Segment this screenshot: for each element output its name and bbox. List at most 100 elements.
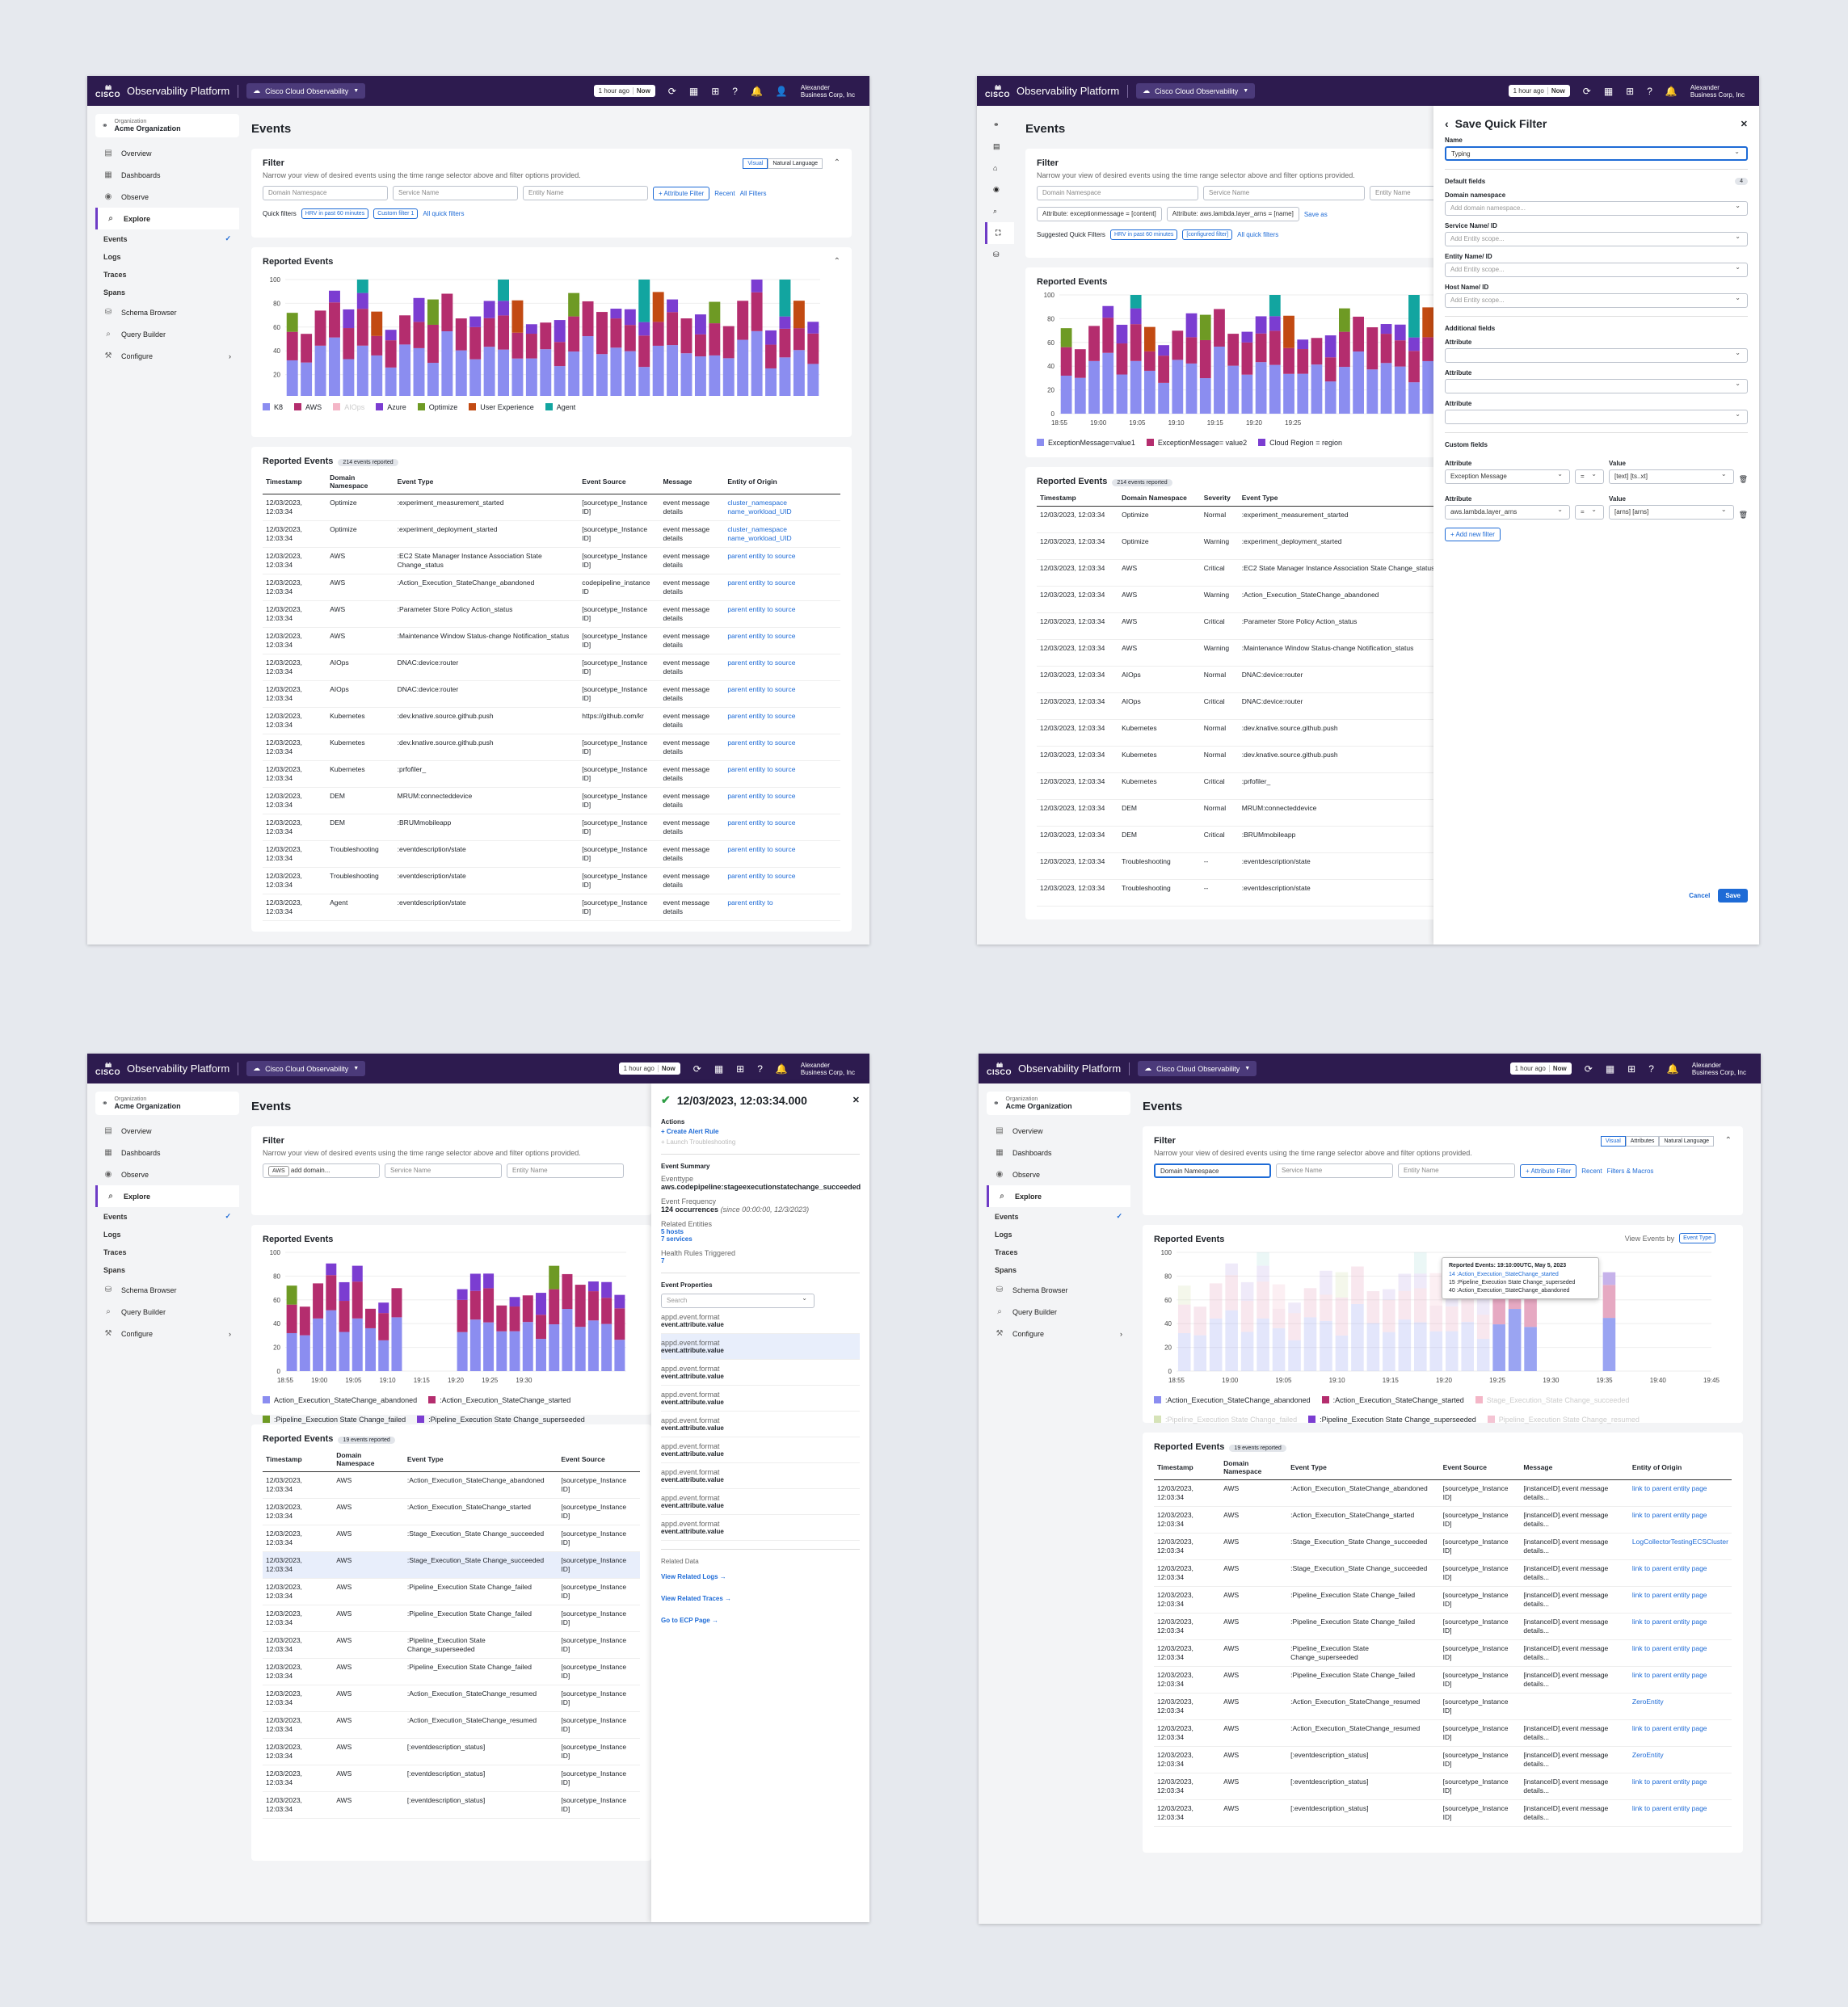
property-item[interactable]: appd.event.format event.attribute.value: [661, 1308, 860, 1334]
table-row[interactable]: 12/03/2023, 12:03:34 Kubernetes Normal:dev…: [1037, 746, 1467, 773]
chart-bar[interactable]: [1185, 313, 1198, 338]
chart-bar[interactable]: [1303, 1288, 1317, 1318]
chart-bar[interactable]: [1116, 374, 1128, 414]
chart-bar[interactable]: [1422, 337, 1434, 361]
chart-bar[interactable]: [1102, 318, 1114, 353]
close-icon[interactable]: ✕: [1740, 119, 1748, 129]
event-properties-header[interactable]: Event Properties: [661, 1273, 860, 1289]
chart-bar[interactable]: [1227, 365, 1240, 414]
legend-item[interactable]: :Action_Execution_StateChange_started: [428, 1396, 570, 1404]
nav-observe[interactable]: ◉ Observe: [104, 1170, 149, 1179]
legend-item[interactable]: ExceptionMessage= value2: [1146, 439, 1247, 447]
table-row[interactable]: 12/03/2023, 12:03:34 AWS:Pipeline_Executi…: [1154, 1613, 1732, 1640]
chart-bar[interactable]: [1172, 360, 1184, 414]
chart-bar[interactable]: [286, 1304, 297, 1333]
nav-schema-browser[interactable]: ⛁ Schema Browser: [104, 308, 177, 317]
nav-dashboards[interactable]: ▦ Dashboards: [104, 1148, 161, 1157]
time-picker[interactable]: 1 hour ago Now: [618, 1062, 680, 1075]
chart-bar[interactable]: [483, 318, 495, 347]
chart-bar[interactable]: [343, 309, 355, 329]
org-selector[interactable]: ⚭ Organization Acme Organization: [987, 1092, 1130, 1115]
chart-bar[interactable]: [709, 301, 721, 324]
chart-bar[interactable]: [694, 356, 706, 398]
chart-bar[interactable]: [1380, 363, 1392, 414]
chart-bar[interactable]: [365, 1327, 376, 1371]
chart-bar[interactable]: [413, 322, 425, 348]
chart-bar[interactable]: [356, 280, 368, 293]
chart-bar[interactable]: [582, 301, 594, 337]
chart-bar[interactable]: [399, 315, 411, 345]
chart-bar[interactable]: [1383, 1299, 1395, 1332]
table-row[interactable]: 12/03/2023, 12:03:34 AWS:Pipeline_Executi…: [263, 1605, 640, 1632]
chart-bar[interactable]: [313, 1318, 324, 1371]
chart-bar[interactable]: [587, 1320, 599, 1371]
chart-bar[interactable]: [1476, 1315, 1490, 1340]
chart-bar[interactable]: [1240, 1301, 1254, 1332]
property-item[interactable]: appd.event.format event.attribute.value: [661, 1489, 860, 1515]
chart-bar[interactable]: [1324, 357, 1337, 382]
table-row[interactable]: 12/03/2023, 12:03:34 Optimize Normal:exper…: [1037, 506, 1467, 533]
chart-bar[interactable]: [680, 353, 692, 398]
chart-bar[interactable]: [1257, 1252, 1269, 1266]
service-input[interactable]: Service Name: [1276, 1163, 1393, 1178]
column-header[interactable]: Message: [1520, 1455, 1629, 1480]
column-header[interactable]: Timestamp: [263, 469, 327, 494]
ecp-page-link[interactable]: Go to ECP Page →: [661, 1617, 718, 1624]
legend-item[interactable]: Action_Execution_StateChange_abandoned: [263, 1396, 417, 1404]
time-picker[interactable]: 1 hour ago Now: [1508, 85, 1570, 97]
legend-item[interactable]: :Action_Execution_StateChange_started: [1321, 1396, 1464, 1404]
service-select[interactable]: Add Entity scope...: [1445, 232, 1748, 246]
chart-bar[interactable]: [1394, 366, 1406, 414]
chart-bar[interactable]: [525, 334, 537, 359]
table-row[interactable]: 12/03/2023, 12:03:34 AWS:Action_Execution…: [1154, 1479, 1732, 1507]
chart-bar[interactable]: [779, 316, 791, 329]
chart-bar[interactable]: [652, 322, 664, 346]
chart-bar[interactable]: [1199, 314, 1211, 340]
chart-bar[interactable]: [1408, 382, 1420, 414]
chart-bar[interactable]: [1269, 295, 1281, 317]
legend-item[interactable]: Optimize: [417, 403, 457, 411]
chart-bar[interactable]: [575, 1285, 586, 1327]
chart-bar[interactable]: [751, 330, 763, 398]
nav-spans[interactable]: Spans: [103, 288, 126, 297]
domain-chip[interactable]: AWS: [268, 1166, 289, 1176]
recent-button[interactable]: Recent: [1581, 1167, 1602, 1175]
chart-bar[interactable]: [1394, 324, 1406, 341]
nav-dashboards[interactable]: ▦ Dashboards: [996, 1148, 1052, 1157]
table-row[interactable]: 12/03/2023, 12:03:34 AWS:Pipeline_Executi…: [263, 1631, 640, 1659]
chart-bar[interactable]: [1335, 1336, 1349, 1371]
column-header[interactable]: Timestamp: [1037, 490, 1119, 507]
chart-bar[interactable]: [1130, 324, 1142, 361]
related-traces-link[interactable]: View Related Traces →: [661, 1595, 732, 1602]
chart-bar[interactable]: [793, 301, 805, 329]
chart-bar[interactable]: [427, 299, 439, 325]
help-icon[interactable]: ?: [757, 1062, 763, 1075]
legend-item[interactable]: Pipeline_Execution State Change_resumed: [1487, 1416, 1640, 1424]
chart-bar[interactable]: [554, 342, 566, 367]
chart-bar[interactable]: [343, 359, 355, 398]
chart-bar[interactable]: [441, 330, 453, 398]
table-row[interactable]: 12/03/2023, 12:03:34 AWS:Pipeline_Executi…: [263, 1658, 640, 1685]
chart-bar[interactable]: [807, 364, 819, 398]
chart-bar[interactable]: [1445, 1331, 1459, 1371]
apps-icon[interactable]: ⊞: [711, 85, 720, 97]
chart-bar[interactable]: [1303, 1317, 1317, 1371]
chart-bar[interactable]: [554, 320, 566, 343]
chart-bar[interactable]: [582, 336, 594, 398]
chart-bar[interactable]: [765, 330, 777, 345]
table-row[interactable]: 12/03/2023, 12:03:34 AWS:Stage_Execution_…: [263, 1525, 640, 1552]
overview-icon[interactable]: ▤: [993, 142, 1000, 150]
table-row[interactable]: 12/03/2023, 12:03:34 AWS:Pipeline_Executi…: [1154, 1586, 1732, 1614]
chart-bar[interactable]: [1383, 1289, 1395, 1300]
chart-bar[interactable]: [286, 331, 298, 360]
chart-bar[interactable]: [1144, 326, 1156, 351]
chart-bar[interactable]: [391, 1288, 402, 1318]
chart-bar[interactable]: [498, 349, 509, 398]
quick-filter-chip[interactable]: HRV in past 60 minutes: [1109, 229, 1178, 240]
chart-bar[interactable]: [1288, 1302, 1301, 1314]
chart-bar[interactable]: [1255, 362, 1267, 414]
chart-bar[interactable]: [498, 280, 509, 301]
chart-bar[interactable]: [737, 339, 749, 398]
org-selector[interactable]: ⚭ Organization Acme Organization: [95, 114, 239, 137]
user-menu[interactable]: Alexander Business Corp, Inc: [800, 1061, 855, 1076]
